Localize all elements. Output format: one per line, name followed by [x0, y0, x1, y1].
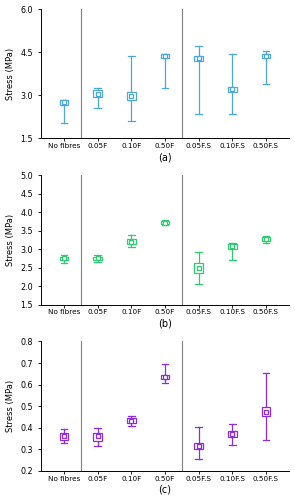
- Bar: [194, 56, 203, 61]
- Bar: [127, 92, 136, 100]
- Y-axis label: Stress (MPa): Stress (MPa): [6, 214, 14, 266]
- Bar: [194, 263, 203, 273]
- Bar: [93, 256, 102, 260]
- Bar: [262, 407, 270, 416]
- Y-axis label: Stress (MPa): Stress (MPa): [6, 380, 15, 432]
- Bar: [60, 100, 68, 105]
- X-axis label: (a): (a): [158, 152, 172, 162]
- Bar: [228, 244, 237, 249]
- Bar: [228, 86, 237, 92]
- Bar: [160, 54, 169, 58]
- Bar: [127, 239, 136, 244]
- X-axis label: (c): (c): [158, 484, 171, 494]
- Bar: [194, 443, 203, 449]
- Bar: [262, 237, 270, 241]
- Bar: [93, 90, 102, 96]
- Bar: [262, 54, 270, 58]
- X-axis label: (b): (b): [158, 318, 172, 328]
- Bar: [60, 433, 68, 440]
- Bar: [160, 220, 169, 224]
- Y-axis label: Stress (MPa): Stress (MPa): [6, 48, 15, 100]
- Bar: [60, 256, 68, 260]
- Bar: [160, 375, 169, 379]
- Bar: [127, 418, 136, 424]
- Bar: [93, 433, 102, 440]
- Bar: [228, 431, 237, 438]
